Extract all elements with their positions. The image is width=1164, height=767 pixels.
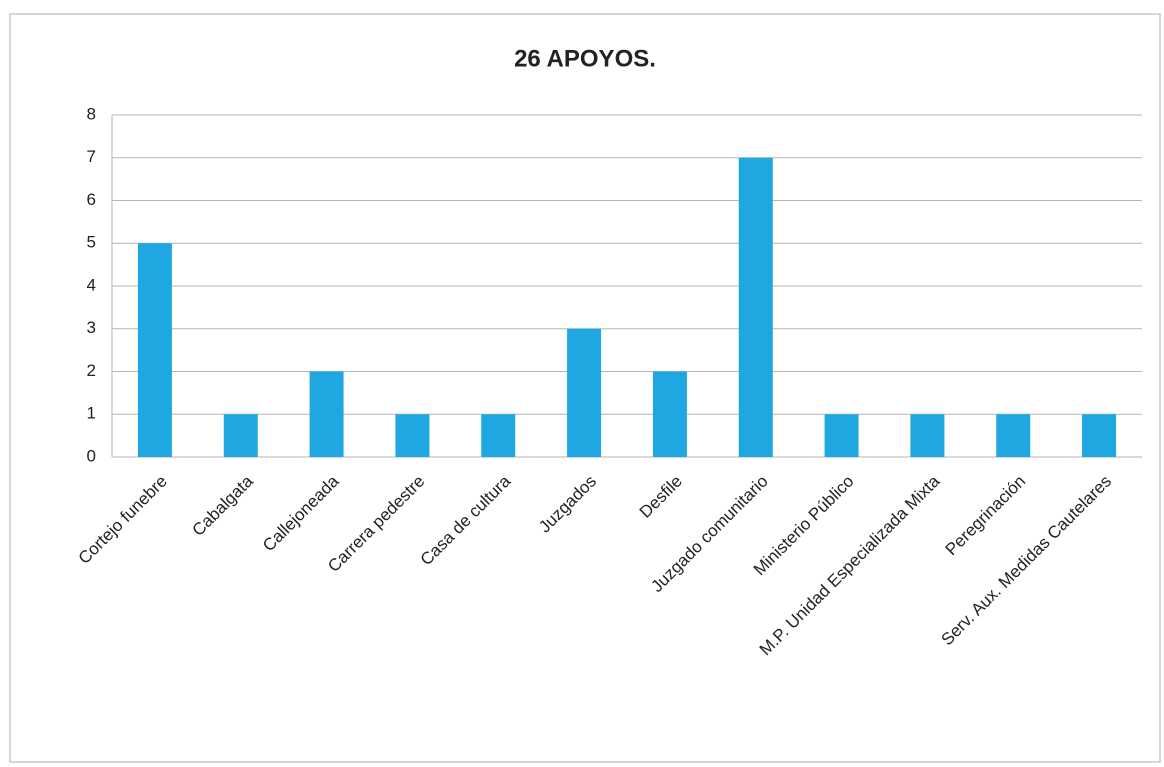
bar [652,371,687,457]
bar [1082,414,1117,457]
bar [567,328,602,457]
y-tick-label: 5 [87,233,96,252]
bar [738,157,773,457]
bar [481,414,516,457]
y-tick-label: 2 [87,361,96,380]
y-tick-label: 3 [87,318,96,337]
bar [996,414,1031,457]
y-tick-label: 6 [87,190,96,209]
y-tick-label: 1 [87,404,96,423]
bar [824,414,859,457]
bar [137,243,172,457]
chart-title: 26 APOYOS. [514,45,656,72]
bar [395,414,430,457]
y-tick-label: 4 [87,275,96,294]
y-tick-label: 8 [87,104,96,123]
y-tick-label: 7 [87,147,96,166]
bar [910,414,945,457]
bar [309,371,344,457]
y-tick-label: 0 [87,446,96,465]
bar [223,414,258,457]
